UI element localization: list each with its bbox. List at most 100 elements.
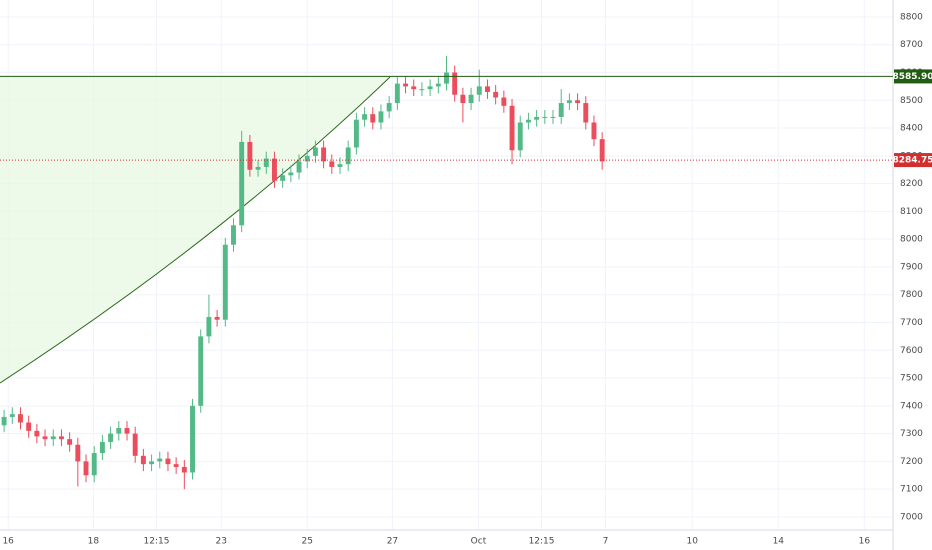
candle-body	[75, 444, 81, 462]
candle-body	[525, 119, 531, 123]
candle-body	[263, 158, 269, 167]
candle-body	[173, 464, 179, 467]
x-tick-label: 7	[603, 537, 609, 547]
candle-body	[50, 436, 56, 440]
y-tick-label: 7200	[900, 457, 923, 467]
candle-body	[558, 103, 564, 117]
candle-body	[493, 91, 499, 98]
candle-body	[222, 244, 228, 320]
candle-body	[231, 225, 236, 245]
candle-body	[435, 83, 441, 87]
candle-body	[157, 458, 163, 462]
x-tick-label: 10	[687, 537, 699, 547]
candle-body	[312, 147, 318, 156]
candle-body	[165, 458, 171, 465]
candle-body	[591, 122, 597, 140]
y-tick-label: 8200	[900, 179, 923, 189]
y-tick-label: 7900	[900, 262, 923, 272]
y-tick-label: 7800	[900, 290, 923, 300]
candle-body	[353, 119, 359, 148]
candle-body	[345, 147, 351, 165]
price-level-badge	[894, 69, 932, 84]
candle-body	[34, 430, 40, 437]
candle-body	[419, 89, 425, 91]
y-tick-label: 8100	[900, 207, 923, 217]
candle-body	[485, 86, 490, 92]
candle-body	[198, 336, 204, 406]
candle-body	[575, 100, 581, 104]
candle-body	[468, 94, 474, 104]
y-tick-label: 7000	[900, 512, 923, 522]
candle-body	[444, 72, 449, 84]
candle-body	[509, 105, 515, 151]
candle-body	[394, 83, 400, 104]
candle-body	[378, 111, 384, 123]
candle-body	[534, 116, 540, 120]
x-tick-label: 16	[2, 537, 14, 547]
candle-body	[271, 158, 277, 181]
candle-body	[501, 97, 507, 106]
candle-body	[304, 155, 310, 162]
candle-body	[296, 161, 302, 173]
y-tick-label: 8400	[900, 124, 923, 134]
candle-body	[140, 455, 146, 465]
candle-body	[427, 86, 433, 90]
candle-body	[288, 172, 294, 176]
y-tick-label: 7400	[900, 401, 923, 411]
candle-body	[550, 116, 556, 118]
candle-body	[370, 114, 376, 123]
x-tick-label: 25	[301, 537, 312, 547]
candle-body	[116, 428, 122, 434]
y-tick-label: 8500	[900, 96, 923, 106]
x-tick-label: 12:15	[529, 537, 555, 547]
price-level-label: 8284.75	[893, 156, 932, 166]
candle-body	[583, 103, 589, 123]
trend-curve	[0, 76, 391, 384]
shaded-zone	[0, 77, 390, 383]
candle-body	[403, 83, 408, 87]
price-level-label: 8585.90	[893, 72, 932, 82]
candle-body	[255, 166, 261, 170]
x-tick-label: 14	[773, 537, 785, 547]
candle-body	[239, 141, 245, 226]
plot	[1, 55, 605, 490]
y-tick-label: 7300	[900, 429, 923, 439]
candle-body	[58, 436, 64, 440]
candle-body	[337, 164, 343, 167]
y-tick-label: 7600	[900, 346, 923, 356]
candle-body	[9, 414, 15, 417]
candle-body	[460, 94, 466, 104]
candle-body	[149, 461, 155, 465]
candle-body	[18, 414, 23, 423]
x-tick-label: 27	[387, 537, 398, 547]
y-tick-label: 8800	[900, 12, 923, 22]
candle-body	[1, 416, 7, 426]
candle-body	[542, 116, 548, 118]
candle-body	[329, 161, 335, 167]
candle-body	[280, 175, 286, 181]
y-tick-label: 8000	[900, 235, 923, 245]
candle-body	[214, 316, 220, 320]
candle-body	[99, 441, 105, 454]
y-tick-label: 8700	[900, 40, 923, 50]
price-level-badge	[894, 153, 932, 168]
candle-body	[362, 114, 368, 120]
candle-body	[190, 405, 195, 473]
x-tick-label: Oct	[471, 537, 487, 547]
candle-body	[206, 316, 212, 337]
candle-body	[83, 461, 89, 476]
candle-body	[42, 436, 48, 440]
candle-body	[181, 466, 187, 473]
candle-body	[26, 422, 32, 431]
candle-body	[517, 122, 523, 151]
candle-body	[108, 433, 114, 442]
candle-body	[411, 86, 417, 90]
y-tick-label: 7100	[900, 485, 923, 495]
candle-body	[132, 433, 138, 456]
x-tick-label: 12:15	[144, 537, 170, 547]
y-tick-label: 7700	[900, 318, 923, 328]
candle-body	[476, 86, 482, 95]
x-tick-label: 16	[859, 537, 871, 547]
x-tick-label: 18	[88, 537, 100, 547]
